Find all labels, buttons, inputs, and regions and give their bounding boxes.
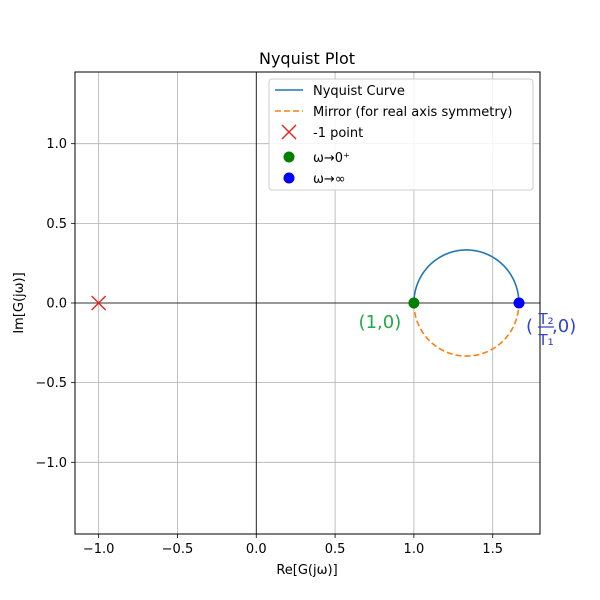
- legend-handle-point-2: [283, 172, 295, 184]
- x-tick-label: −1.0: [83, 542, 115, 557]
- annotation-denominator: T₁: [537, 331, 553, 349]
- y-tick-label: −1.0: [35, 456, 67, 471]
- y-tick-label: 1.0: [46, 137, 67, 152]
- series-1-curve: [413, 302, 520, 357]
- legend: Nyquist Curve Mirror (for real axis symme…: [268, 78, 534, 191]
- annotation-one-zero: (1,0): [359, 312, 402, 333]
- point-1-marker: [408, 297, 420, 309]
- y-tick-label: 0.0: [46, 297, 67, 312]
- x-marker-stroke: [91, 295, 107, 311]
- x-tick-label: 0.0: [246, 542, 267, 557]
- annotation-numerator: T₂: [537, 310, 553, 328]
- x-tick-label: 1.0: [404, 542, 425, 557]
- ticks-layer: −1.0 −0.5 0.0 0.5 1.0 1.5 −1.0 −0.5 0.0 0.5 1.0: [35, 137, 503, 557]
- x-axis-label: Re[G(jω)]: [276, 563, 337, 578]
- legend-handle-point-1: [283, 151, 295, 163]
- annotations: (1,0) (T₂ T₁,0): [359, 310, 577, 349]
- data-layer: [91, 249, 525, 357]
- series-0-curve: [413, 249, 520, 304]
- annotation-t2-over-t1: (T₂ T₁,0): [526, 310, 576, 349]
- x-tick-label: 1.5: [482, 542, 503, 557]
- point-2-marker: [513, 297, 525, 309]
- legend-label-point-2: ω→∞: [313, 172, 346, 187]
- legend-label-point-0: -1 point: [313, 126, 363, 141]
- annotation-suffix: ,0): [552, 316, 576, 337]
- legend-handle-x: [281, 124, 297, 140]
- chart-title: Nyquist Plot: [259, 49, 355, 68]
- axes-lines: [75, 72, 540, 534]
- annotation-paren-open: (: [526, 316, 533, 337]
- legend-label-series-1: Mirror (for real axis symmetry): [313, 105, 512, 120]
- legend-box: [268, 78, 534, 191]
- x-tick-label: 0.5: [325, 542, 346, 557]
- legend-label-series-0: Nyquist Curve: [313, 84, 405, 99]
- x-tick-label: −0.5: [162, 542, 194, 557]
- y-tick-label: 0.5: [46, 217, 67, 232]
- y-tick-label: −0.5: [35, 376, 67, 391]
- legend-label-point-1: ω→0⁺: [313, 151, 350, 166]
- point-minus-one-marker: [91, 295, 107, 311]
- y-axis-label: Im[G(jω)]: [12, 272, 27, 333]
